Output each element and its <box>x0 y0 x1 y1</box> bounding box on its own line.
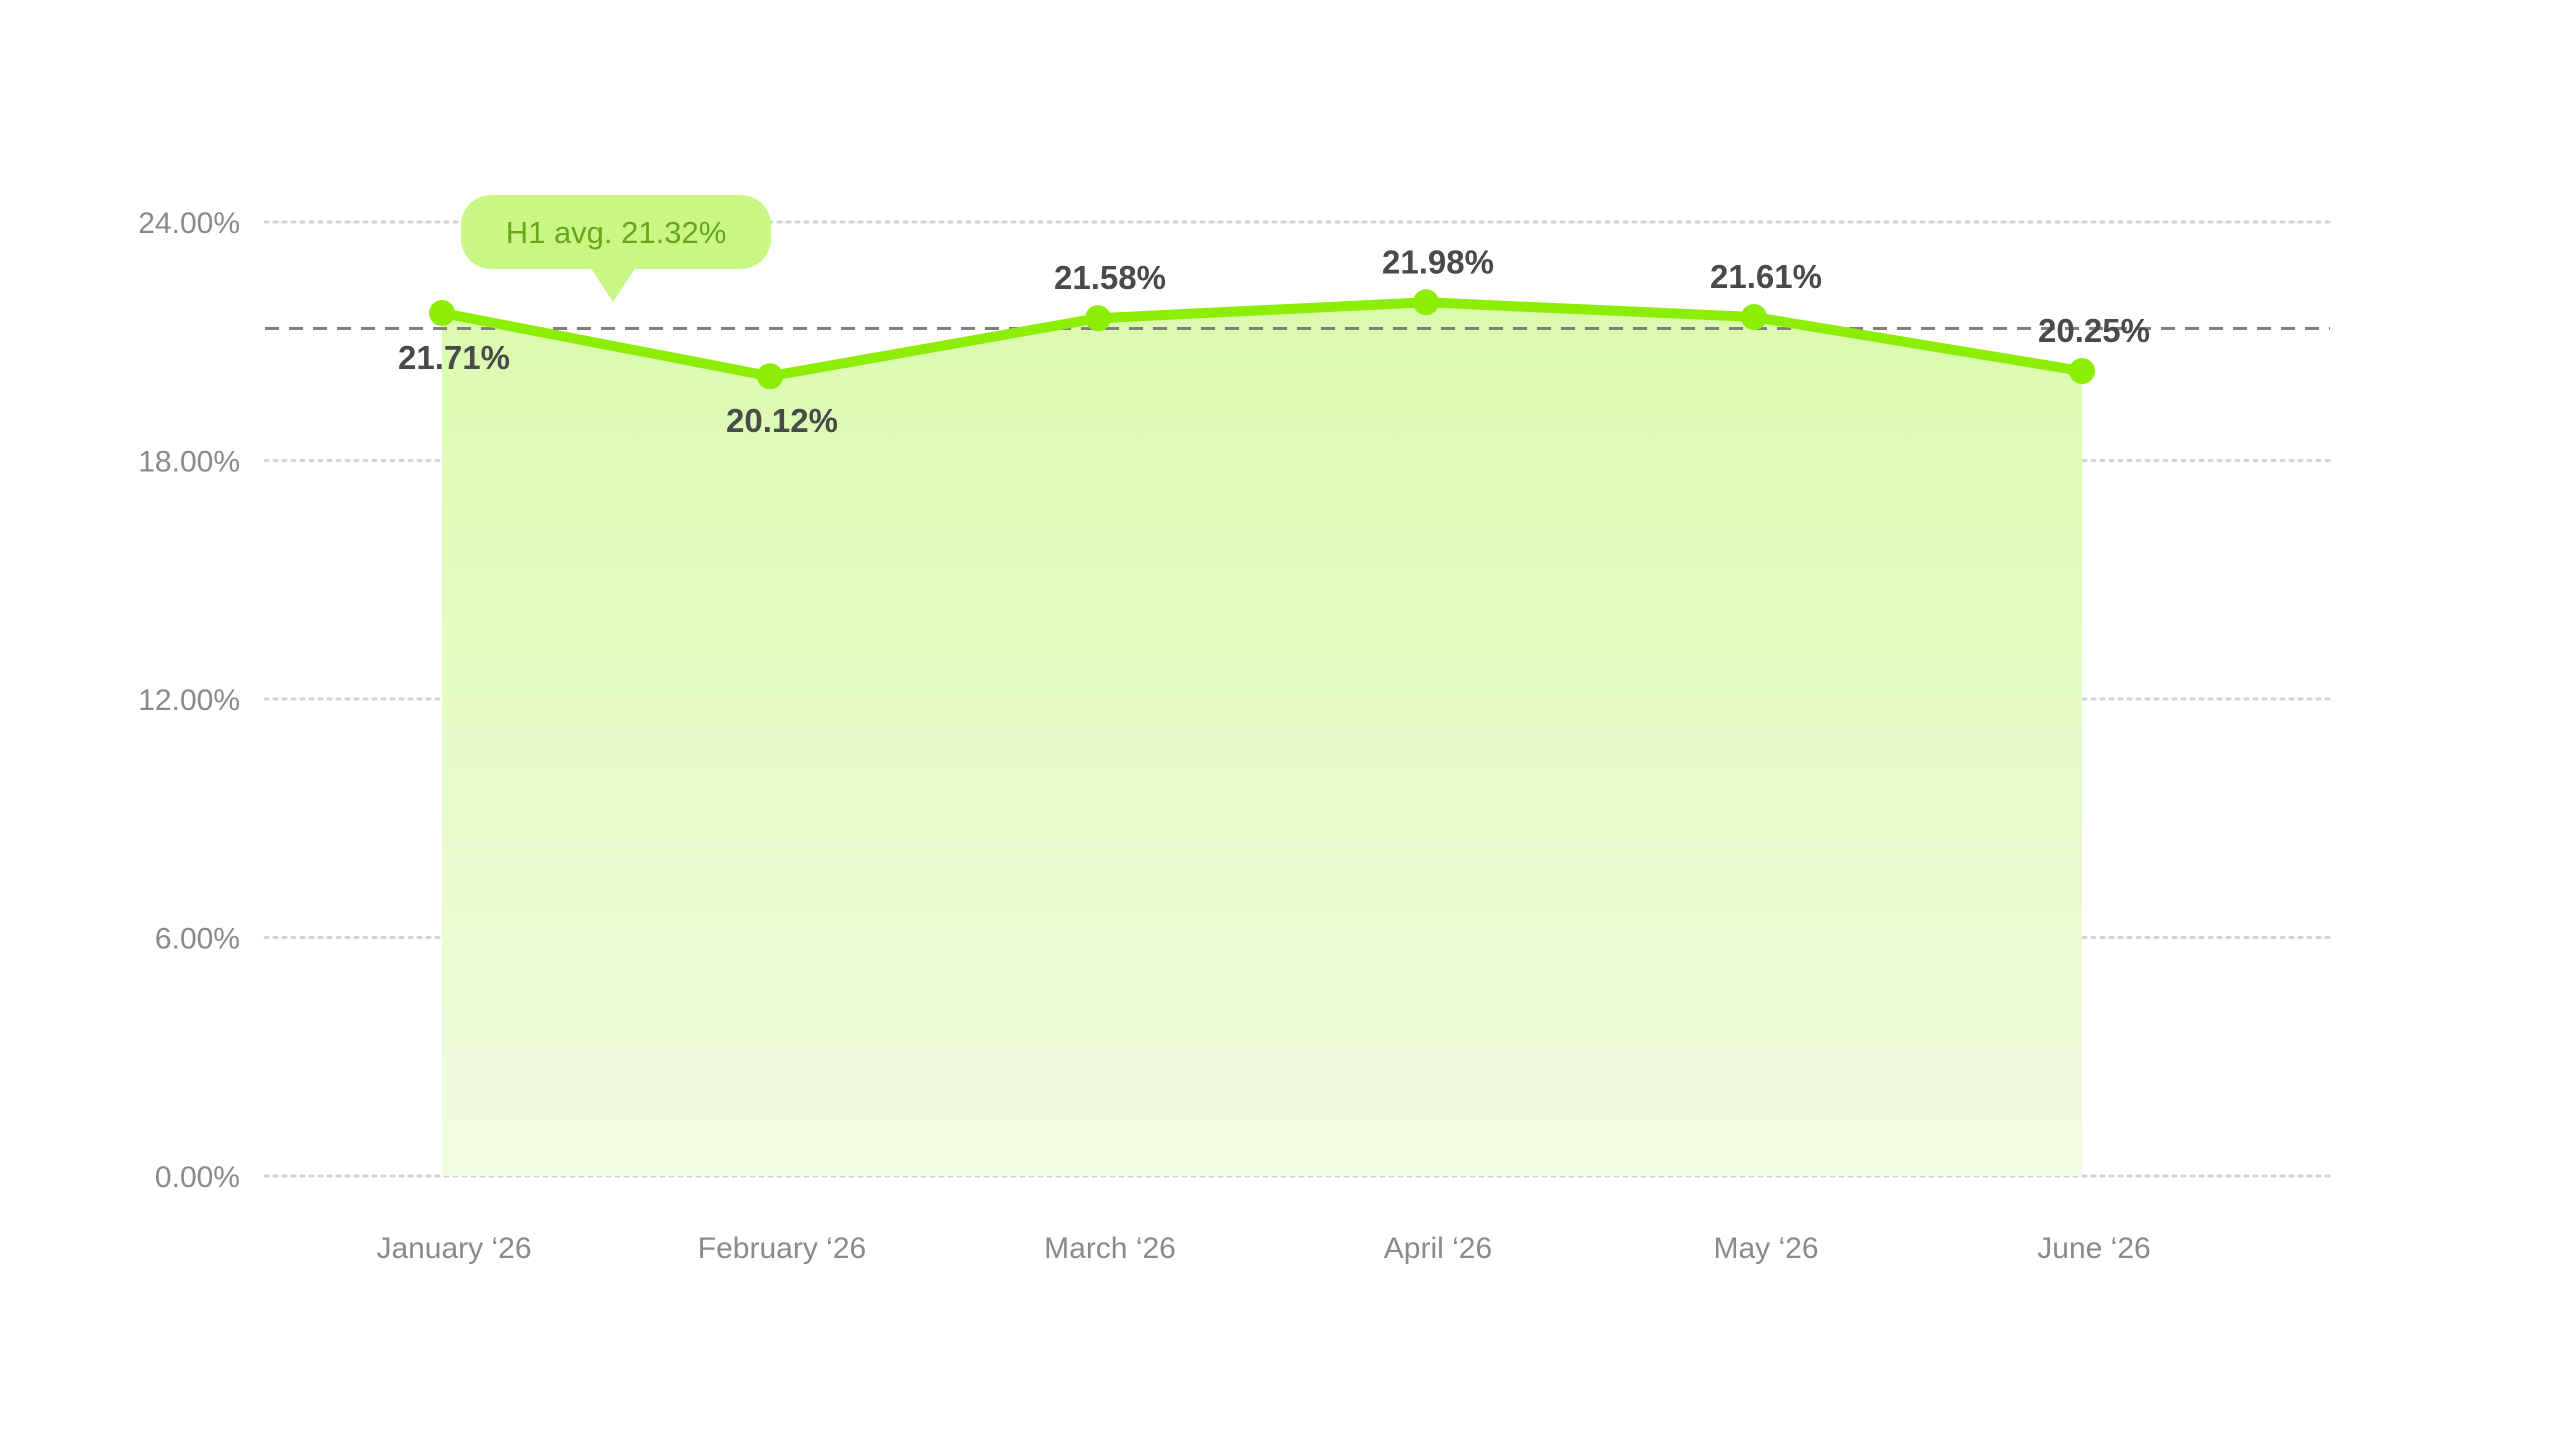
y-tick-label: 12.00% <box>138 684 240 717</box>
x-tick-label: June ‘26 <box>2037 1232 2150 1265</box>
data-label: 20.12% <box>726 402 838 439</box>
series-line <box>437 297 2087 382</box>
x-tick-label: January ‘26 <box>376 1232 531 1265</box>
average-callout-pointer <box>590 267 636 302</box>
average-callout-bubble <box>461 195 771 269</box>
y-tick-label: 18.00% <box>138 446 240 479</box>
data-point <box>757 363 783 390</box>
data-label: 21.71% <box>398 339 510 376</box>
x-tick-label: May ‘26 <box>1713 1232 1818 1265</box>
y-tick-label: 0.00% <box>155 1161 240 1194</box>
data-point <box>1741 304 1767 331</box>
y-tick-label: 6.00% <box>155 923 240 956</box>
label-layer: 21.71% 20.12% 21.58% 21.98% 21.61% 20.25% Janu… <box>376 243 2150 1265</box>
data-point <box>1085 305 1111 332</box>
data-point <box>429 300 455 327</box>
data-label: 21.98% <box>1382 243 1494 280</box>
data-point <box>1413 289 1439 316</box>
data-label: 20.25% <box>2038 312 2150 349</box>
callout-layer: H1 avg. 21.32% <box>461 195 771 302</box>
x-tick-label: March ‘26 <box>1044 1232 1176 1265</box>
average-callout-label: H1 avg. 21.32% <box>506 215 727 250</box>
data-label: 21.58% <box>1054 259 1166 296</box>
area-fill <box>442 302 2082 1176</box>
line-layer <box>429 289 2095 390</box>
data-point <box>2069 358 2095 385</box>
x-tick-label: February ‘26 <box>698 1232 866 1265</box>
y-tick-label: 24.00% <box>138 207 240 240</box>
area-layer <box>442 302 2082 1176</box>
data-label: 21.61% <box>1710 258 1822 295</box>
x-tick-label: April ‘26 <box>1384 1232 1492 1265</box>
